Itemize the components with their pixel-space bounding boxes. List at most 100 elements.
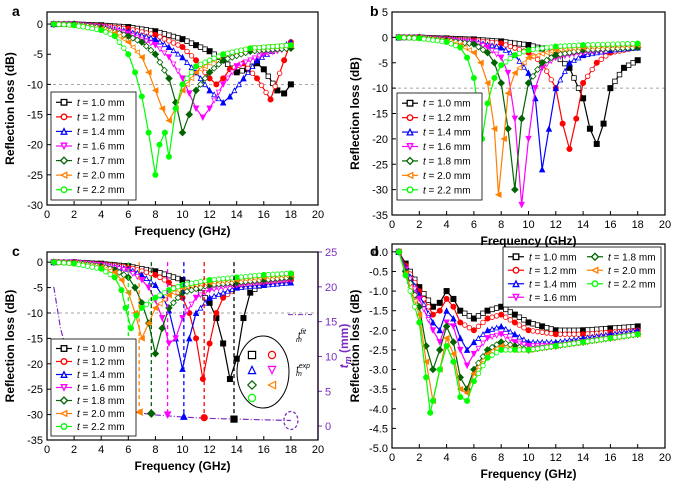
data-point	[152, 271, 159, 278]
label-part: = 2.0 mm	[426, 171, 471, 182]
data-point	[211, 91, 218, 98]
x-tick-label: 12	[550, 219, 562, 231]
data-point	[151, 50, 160, 58]
data-point	[120, 267, 127, 274]
data-point	[450, 323, 457, 330]
data-point	[138, 335, 145, 342]
data-point	[612, 334, 618, 341]
data-point	[184, 308, 190, 315]
data-point	[502, 334, 509, 341]
data-point	[436, 366, 443, 373]
data-point	[258, 82, 265, 89]
data-point	[529, 53, 536, 60]
data-point	[111, 33, 118, 40]
label-part: t	[77, 370, 81, 381]
data-point	[634, 57, 641, 64]
x-tick-label: 6	[471, 219, 477, 231]
y-tick-label: -10	[372, 83, 388, 95]
data-point	[161, 41, 168, 48]
label-part: t	[77, 383, 81, 394]
data-point	[497, 331, 505, 338]
data-point	[156, 46, 163, 53]
data-point	[197, 61, 204, 67]
legend-label: t = 1.2 mm	[529, 266, 577, 277]
legend-marker	[60, 423, 68, 430]
x-tick-label: 0	[44, 444, 50, 456]
data-point	[430, 37, 436, 43]
data-point	[530, 346, 536, 352]
data-point	[152, 35, 159, 43]
data-point	[429, 327, 437, 334]
data-point	[580, 95, 587, 102]
data-point	[484, 44, 491, 52]
data-point	[197, 304, 204, 311]
x-tick-label: 0	[44, 209, 50, 221]
y-tick-label: -2.0	[369, 325, 388, 337]
label-part: t	[423, 99, 427, 110]
data-point	[520, 59, 527, 66]
x-tick-label: 8	[498, 452, 504, 464]
data-point	[580, 41, 587, 48]
legend-item: t = 1.0 mm	[508, 252, 577, 263]
data-point	[179, 315, 186, 322]
data-point	[206, 276, 213, 283]
data-point	[188, 75, 195, 82]
data-point	[138, 276, 146, 284]
data-point	[206, 294, 213, 301]
data-point	[484, 315, 491, 322]
label-part: = 1.6 mm	[80, 383, 125, 394]
data-point	[202, 59, 208, 65]
data-point	[215, 95, 222, 102]
data-point	[436, 299, 443, 306]
data-point	[157, 292, 163, 298]
label-part: = 1.8 mm	[80, 396, 125, 407]
data-point	[151, 304, 159, 312]
legend-box	[502, 246, 662, 308]
data-point	[270, 43, 276, 50]
y-tick-label: -20	[27, 140, 43, 152]
x-tick-label: 12	[203, 209, 215, 221]
legend-item: t = 1.0 mm	[56, 98, 125, 109]
right-tick-label: 10	[325, 351, 337, 363]
highlight-ellipse	[283, 410, 299, 431]
x-tick-label: 6	[125, 444, 131, 456]
label-part: = 1.4 mm	[80, 127, 125, 138]
legend-label: t = 1.8 mm	[423, 156, 471, 167]
data-point	[475, 334, 482, 341]
y-tick-label: -20	[27, 359, 43, 371]
data-point	[224, 275, 231, 281]
legend-item: t = 1.8 mm	[56, 396, 125, 407]
data-point	[429, 318, 437, 326]
data-point	[595, 41, 601, 48]
data-point	[184, 75, 190, 82]
legend-marker	[512, 279, 520, 288]
data-point	[571, 57, 577, 63]
data-point	[461, 39, 469, 47]
data-point	[532, 85, 539, 92]
data-point	[450, 295, 457, 302]
data-point	[233, 355, 240, 362]
data-point	[242, 59, 249, 66]
legend-marker	[59, 409, 68, 418]
data-point	[516, 57, 523, 64]
legend-label: t = 1.0 mm	[77, 344, 125, 355]
data-point	[98, 265, 105, 272]
data-point	[464, 54, 471, 61]
data-point	[534, 66, 542, 73]
legend-label: t = 1.6 mm	[77, 142, 125, 153]
data-point	[616, 71, 623, 78]
legend-item: t = 1.4 mm	[508, 279, 577, 290]
y-tick-label: -35	[372, 210, 388, 222]
data-point	[538, 165, 546, 173]
legend-marker	[590, 266, 599, 275]
data-point	[247, 45, 254, 52]
data-point	[170, 40, 177, 46]
label-part: = 2.0 mm	[80, 171, 125, 182]
data-point	[274, 271, 281, 277]
data-point	[525, 346, 532, 353]
data-point	[75, 23, 82, 29]
legend-marker	[60, 358, 68, 365]
data-point	[147, 40, 154, 47]
data-point	[133, 312, 140, 319]
legend-label: t = 1.8 mm	[77, 396, 125, 407]
